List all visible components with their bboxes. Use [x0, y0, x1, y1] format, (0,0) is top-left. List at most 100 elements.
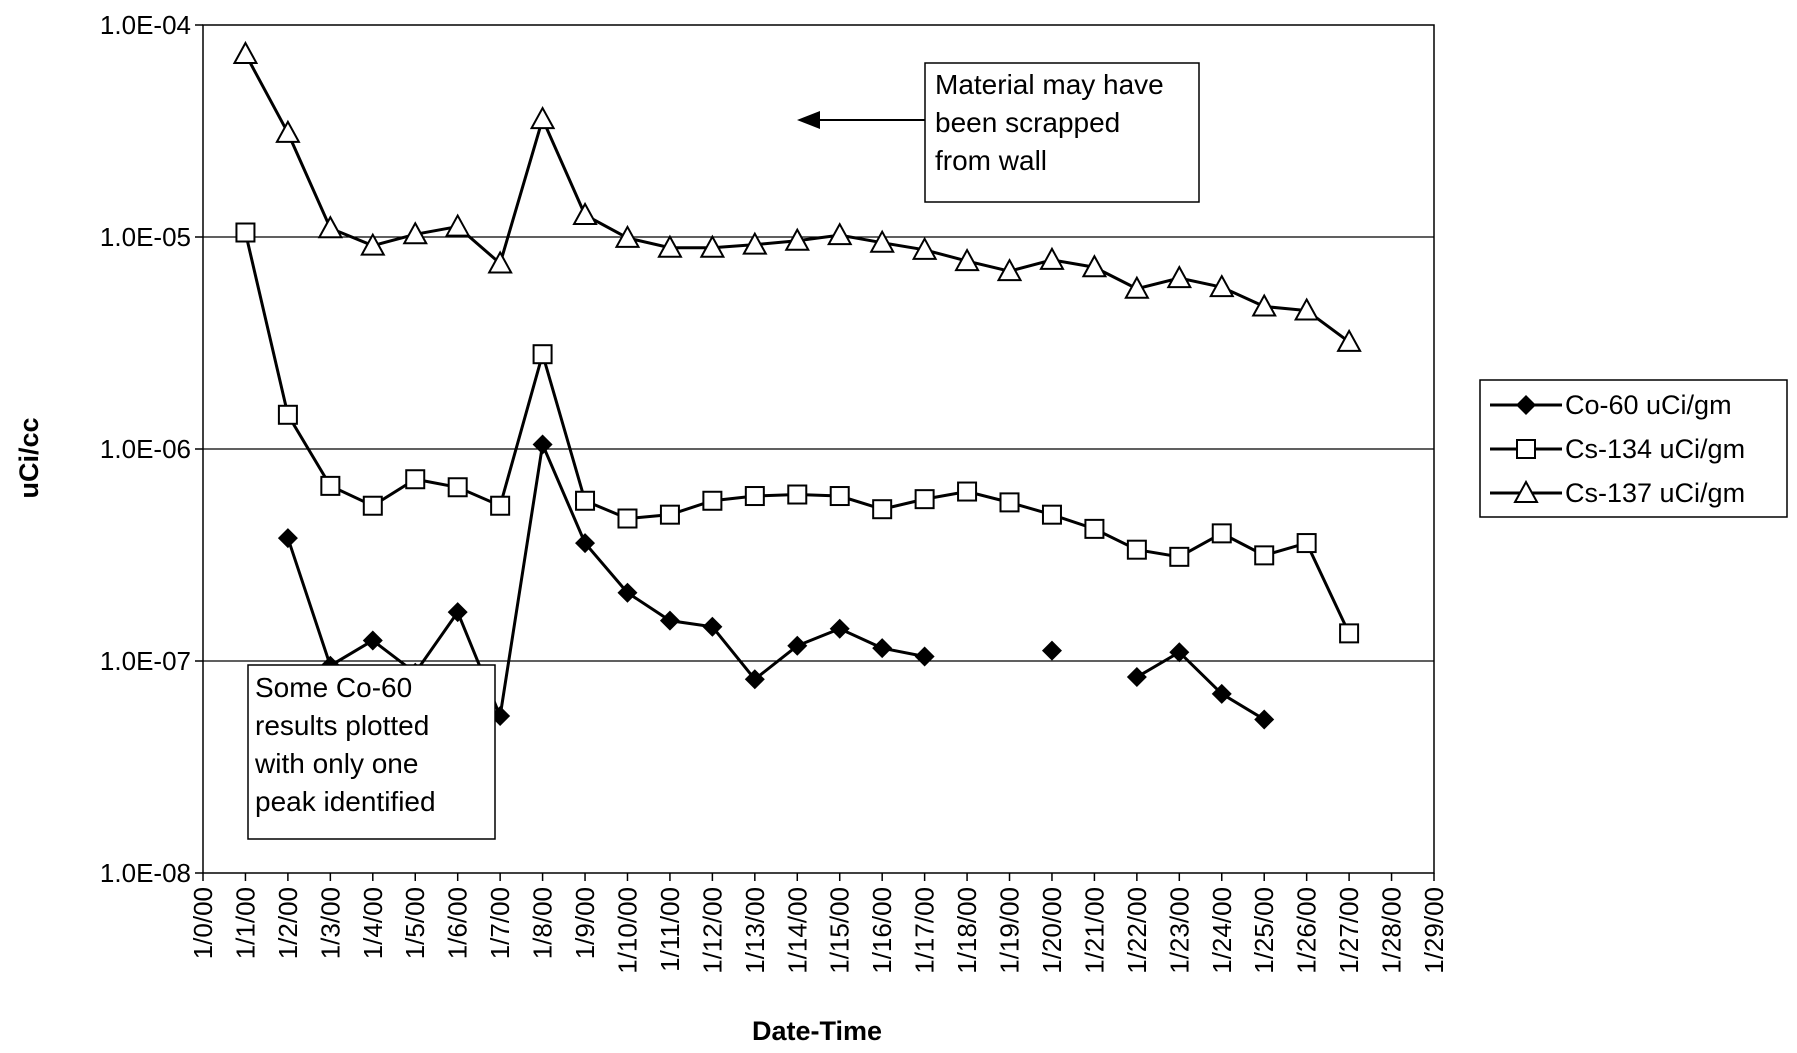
data-point — [744, 669, 765, 690]
annotation-arrow-head — [797, 111, 820, 129]
x-tick-label: 1/1/00 — [230, 887, 260, 959]
y-axis-ticks: 1.0E-08 1.0E-07 1.0E-06 1.0E-05 1.0E-04 — [100, 10, 203, 888]
series-cs-134 — [235, 222, 1360, 644]
x-tick-label: 1/29/00 — [1419, 887, 1449, 974]
data-point — [532, 434, 553, 455]
data-point — [1251, 293, 1277, 317]
legend-label: Cs-137 uCi/gm — [1565, 478, 1745, 508]
y-tick-label: 1.0E-07 — [100, 646, 191, 676]
data-point — [487, 250, 513, 274]
x-tick-label: 1/11/00 — [655, 887, 685, 972]
data-point — [317, 215, 344, 239]
x-tick-label: 1/5/00 — [400, 887, 430, 959]
x-axis-ticks: 1/0/00 1/1/00 1/2/00 1/3/00 1/4/00 1/5/00 1/6/… — [188, 873, 1449, 974]
data-point — [617, 508, 638, 529]
data-point — [362, 630, 383, 651]
data-point — [1081, 254, 1108, 278]
annotation-box — [247, 664, 496, 840]
data-point — [657, 234, 683, 258]
data-point — [490, 495, 511, 516]
data-point — [787, 484, 808, 505]
triangle-marker-icon — [1513, 479, 1539, 503]
x-tick-label: 1/10/00 — [612, 887, 642, 974]
annotation-box — [924, 62, 1200, 203]
x-tick-label: 1/22/00 — [1122, 887, 1152, 974]
series-layer — [232, 40, 1362, 730]
y-tick-label: 1.0E-05 — [100, 222, 191, 252]
data-point — [444, 213, 471, 237]
data-point — [1339, 623, 1360, 644]
x-tick-label: 1/0/00 — [188, 887, 218, 959]
data-point — [1126, 539, 1147, 560]
x-tick-label: 1/18/00 — [952, 887, 982, 974]
data-point — [360, 232, 386, 256]
x-tick-label: 1/13/00 — [740, 887, 770, 974]
annotation-line: with only one — [254, 748, 418, 779]
x-tick-label: 1/12/00 — [697, 887, 727, 974]
data-point — [532, 344, 553, 365]
x-tick-label: 1/23/00 — [1164, 887, 1194, 974]
data-point — [829, 618, 850, 639]
series-line — [1136, 650, 1265, 721]
annotation-co60-note: Some Co-60 results plotted with only one… — [247, 664, 496, 840]
y-tick-label: 1.0E-04 — [100, 10, 191, 40]
annotation-line: results plotted — [255, 710, 429, 741]
data-point — [1336, 328, 1362, 352]
x-tick-label: 1/8/00 — [528, 887, 558, 959]
x-tick-label: 1/7/00 — [485, 887, 515, 959]
data-point — [1169, 546, 1190, 567]
data-point — [277, 528, 298, 549]
x-tick-label: 1/26/00 — [1292, 887, 1322, 974]
data-point — [872, 499, 893, 520]
data-point — [1211, 523, 1232, 544]
series-cs-137 — [232, 40, 1362, 352]
data-point — [659, 610, 680, 631]
annotation-line: from wall — [935, 145, 1047, 176]
series-line — [286, 439, 925, 722]
data-point — [447, 477, 468, 498]
data-point — [787, 635, 808, 656]
data-point — [1039, 246, 1065, 270]
data-point — [1041, 640, 1062, 661]
legend-label: Co-60 uCi/gm — [1565, 390, 1732, 420]
data-point — [784, 227, 810, 251]
annotation-material-scrapped: Material may have been scrapped from wal… — [797, 62, 1200, 203]
annotation-line: Material may have — [935, 69, 1164, 100]
data-point — [405, 469, 426, 490]
data-point — [1211, 683, 1232, 704]
x-tick-label: 1/15/00 — [825, 887, 855, 974]
data-point — [614, 224, 641, 248]
data-point — [702, 490, 723, 511]
data-point — [869, 229, 895, 253]
data-point — [575, 533, 596, 554]
x-tick-label: 1/19/00 — [995, 887, 1025, 974]
legend-label: Cs-134 uCi/gm — [1565, 434, 1745, 464]
data-point — [1169, 642, 1190, 663]
square-marker-icon — [1516, 439, 1536, 459]
data-point — [999, 492, 1020, 513]
data-point — [617, 582, 638, 603]
data-point — [572, 201, 598, 225]
data-point — [275, 119, 301, 143]
data-point — [957, 481, 978, 502]
y-tick-label: 1.0E-08 — [100, 858, 191, 888]
x-tick-label: 1/17/00 — [910, 887, 940, 974]
data-point — [320, 475, 341, 496]
x-tick-label: 1/20/00 — [1037, 887, 1067, 974]
data-point — [1126, 667, 1147, 688]
data-point — [1041, 504, 1062, 525]
legend: Co-60 uCi/gm Cs-134 uCi/gm Cs-137 uCi/gm — [1479, 379, 1788, 518]
data-point — [1209, 274, 1235, 298]
x-tick-label: 1/25/00 — [1249, 887, 1279, 974]
x-tick-label: 1/6/00 — [443, 887, 473, 959]
data-point — [914, 489, 935, 510]
y-tick-label: 1.0E-06 — [100, 434, 191, 464]
x-tick-label: 1/24/00 — [1207, 887, 1237, 974]
data-point — [872, 638, 893, 659]
legend-item-co60: Co-60 uCi/gm — [1490, 390, 1732, 420]
x-tick-label: 1/27/00 — [1334, 887, 1364, 974]
x-tick-label: 1/14/00 — [782, 887, 812, 974]
diamond-marker-icon — [1516, 395, 1536, 415]
x-tick-label: 1/2/00 — [273, 887, 303, 959]
data-point — [232, 40, 259, 64]
